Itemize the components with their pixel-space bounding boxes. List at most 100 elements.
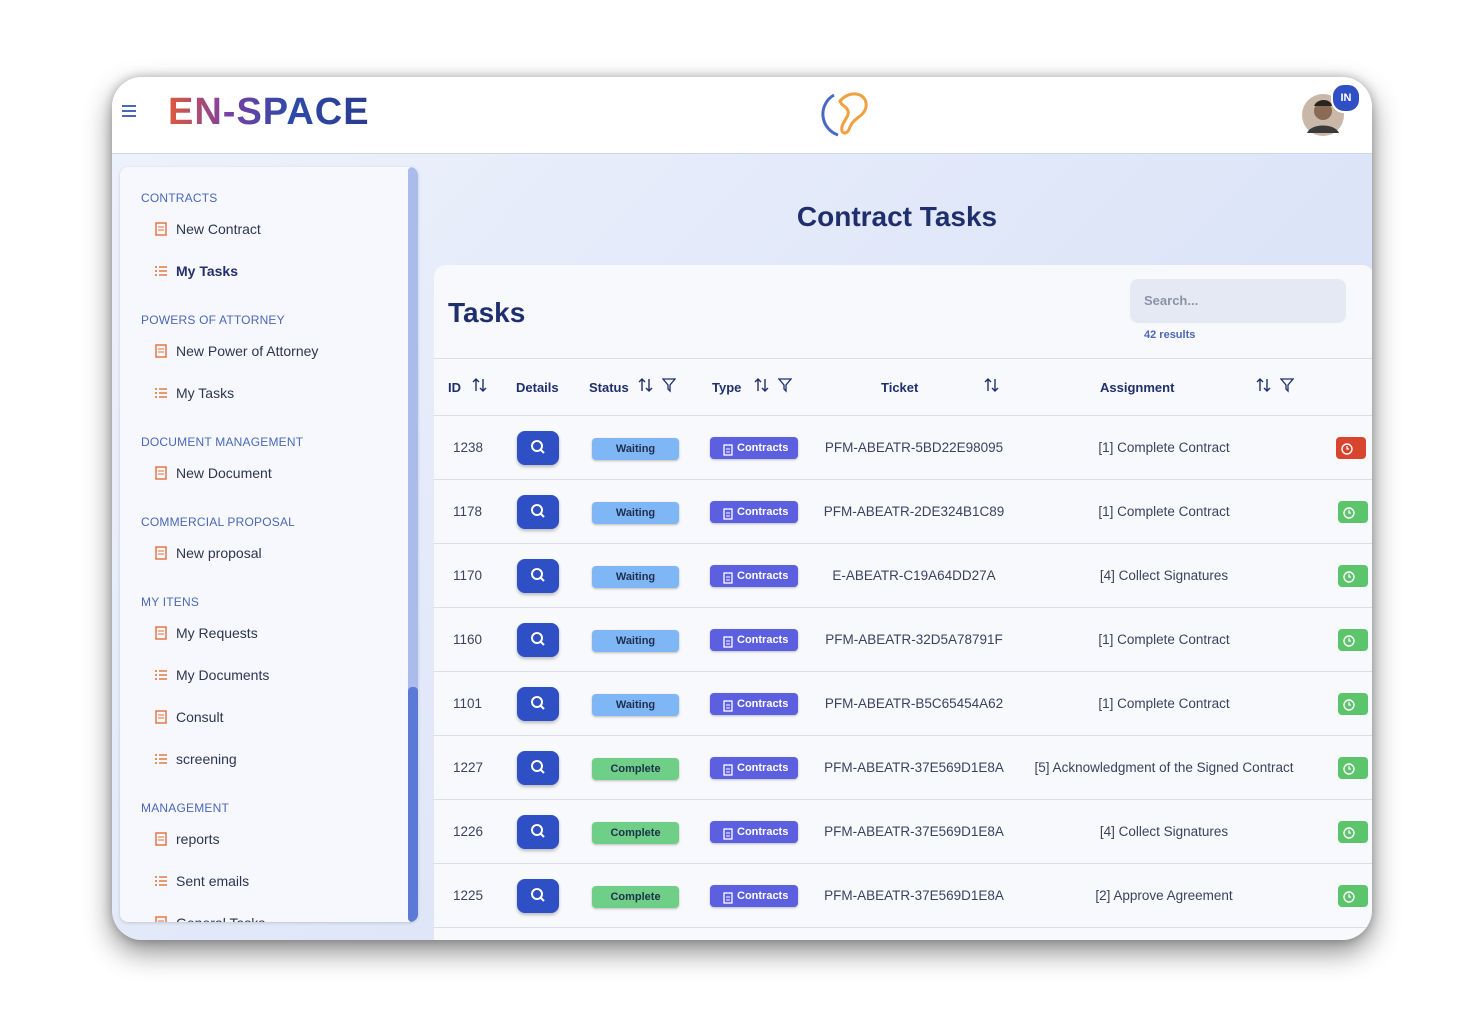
nav-icon-graphic: [155, 344, 167, 358]
details-button[interactable]: [517, 431, 559, 465]
clock-icon: [1343, 506, 1355, 524]
nav-icon-graphic: [155, 266, 167, 276]
nav-item[interactable]: My Tasks: [176, 263, 238, 279]
column-header[interactable]: Status: [589, 380, 629, 395]
nav-item[interactable]: New proposal: [176, 545, 262, 561]
nav-item[interactable]: My Requests: [176, 625, 258, 641]
search-icon: [531, 568, 545, 582]
type-icon-graphic: [723, 764, 733, 776]
sort-icon: [754, 377, 770, 398]
filter-icon-graphic: [777, 378, 793, 393]
sort-icon-graphic: [984, 378, 999, 392]
task-id: 1178: [453, 504, 483, 519]
section-title: MY ITENS: [141, 595, 200, 609]
ticket: PFM-ABEATR-32D5A78791F: [825, 632, 1003, 647]
details-button[interactable]: [517, 559, 559, 593]
status-badge: Waiting: [592, 566, 679, 588]
nav-icon-graphic: [155, 876, 167, 886]
type-icon: [723, 442, 733, 464]
type-badge: Contracts: [710, 821, 798, 843]
search-icon: [531, 440, 545, 454]
nav-item[interactable]: My Tasks: [176, 385, 235, 401]
status-badge: Complete: [592, 886, 679, 908]
type-label: Contracts: [737, 570, 789, 582]
nav-item[interactable]: General Tasks: [176, 915, 265, 922]
scrollbar-thumb[interactable]: [408, 687, 418, 922]
deadline-badge: [1338, 821, 1368, 843]
nav-icon-graphic: [155, 710, 167, 724]
search-icon: [531, 632, 545, 646]
details-button[interactable]: [517, 623, 559, 657]
clock-icon: [1341, 442, 1353, 460]
nav-icon: [154, 874, 168, 893]
task-id: 1238: [453, 440, 484, 455]
clock-icon-graphic: [1341, 443, 1353, 455]
task-id: 1160: [453, 632, 483, 647]
clock-icon: [1343, 570, 1355, 588]
type-label: Contracts: [737, 506, 789, 518]
deadline-badge: [1338, 885, 1368, 907]
column-header[interactable]: Ticket: [881, 380, 919, 395]
details-button[interactable]: [517, 495, 559, 529]
section-title: DOCUMENT MANAGEMENT: [141, 435, 304, 449]
type-icon: [723, 570, 733, 592]
nav-icon-graphic: [155, 916, 167, 922]
filter-icon-graphic: [1279, 378, 1295, 393]
type-icon-graphic: [723, 636, 733, 648]
type-badge: Contracts: [710, 437, 798, 459]
sort-icon-graphic: [754, 378, 769, 392]
details-button[interactable]: [517, 751, 559, 785]
ticket: PFM-ABEATR-37E569D1E8A: [824, 888, 1004, 903]
column-header[interactable]: Type: [712, 380, 742, 395]
nav-item[interactable]: Sent emails: [176, 873, 250, 889]
assignment: [1] Complete Contract: [1098, 696, 1230, 711]
nav-item[interactable]: My Documents: [176, 667, 270, 683]
page-title: Contract Tasks: [796, 201, 998, 232]
type-icon-graphic: [723, 444, 733, 456]
column-header[interactable]: ID: [448, 380, 461, 395]
status-badge: Waiting: [592, 502, 679, 524]
logo[interactable]: EN-SPACE: [168, 91, 370, 133]
details-button[interactable]: [517, 687, 559, 721]
nav-icon: [154, 752, 168, 771]
nav-item[interactable]: screening: [176, 751, 237, 767]
divider: [434, 358, 1372, 359]
details-button[interactable]: [517, 815, 559, 849]
search-icon: [531, 696, 545, 710]
type-label: Contracts: [737, 698, 789, 710]
nav-icon: [154, 668, 168, 687]
type-icon-graphic: [723, 572, 733, 584]
assignment: [4] Collect Signatures: [1099, 568, 1229, 583]
search-icon: [531, 760, 545, 774]
search-input[interactable]: Search...: [1130, 279, 1346, 323]
nav-item[interactable]: New Power of Attorney: [176, 343, 319, 359]
clock-icon-graphic: [1343, 763, 1355, 775]
nav-item[interactable]: Consult: [176, 709, 224, 725]
nav-item[interactable]: New Contract: [176, 221, 261, 237]
ticket: PFM-ABEATR-37E569D1E8A: [824, 760, 1004, 775]
nav-icon: [154, 264, 168, 283]
type-badge: Contracts: [710, 693, 798, 715]
nav-item[interactable]: reports: [176, 831, 220, 847]
search-icon: [531, 824, 545, 838]
type-label: Contracts: [737, 442, 789, 454]
menu-button[interactable]: [122, 105, 136, 117]
type-icon-graphic: [723, 700, 733, 712]
task-id: 1227: [453, 760, 484, 775]
results-count: 42 results: [1144, 329, 1196, 341]
nav-item[interactable]: New Document: [176, 465, 272, 481]
nav-icon-graphic: [155, 832, 167, 846]
details-button[interactable]: [517, 879, 559, 913]
search-icon: [531, 504, 545, 518]
type-label: Contracts: [737, 890, 789, 902]
assignment: [1] Complete Contract: [1098, 440, 1230, 455]
filter-icon-graphic: [661, 378, 677, 393]
nav-icon: [154, 916, 168, 922]
column-header[interactable]: Details: [516, 380, 559, 395]
clock-icon-graphic: [1343, 635, 1355, 647]
nav-icon-graphic: [155, 754, 167, 764]
type-icon: [723, 634, 733, 656]
ticket: PFM-ABEATR-37E569D1E8A: [824, 824, 1004, 839]
column-header[interactable]: Assignment: [1100, 380, 1175, 395]
